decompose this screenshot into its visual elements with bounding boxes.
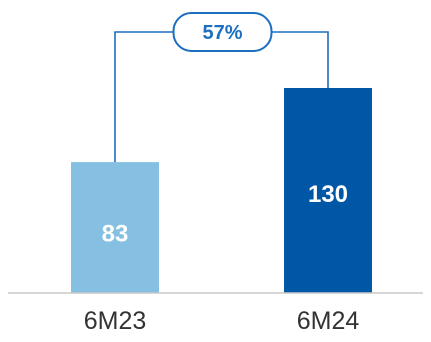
growth-badge (172, 12, 273, 52)
bar-value-label: 130 (308, 181, 348, 208)
growth-badge-text: 57% (202, 22, 242, 44)
x-tick-label: 6M24 (297, 307, 360, 335)
bars-group: 83 130 (71, 88, 372, 294)
x-tick-labels: 6M23 6M24 (84, 307, 360, 335)
growth-connector: 57% (114, 12, 329, 163)
x-tick-label: 6M23 (84, 307, 147, 335)
bar-value-label: 83 (102, 221, 129, 248)
bar-6m23 (71, 162, 159, 293)
bar-6m24 (284, 88, 372, 294)
